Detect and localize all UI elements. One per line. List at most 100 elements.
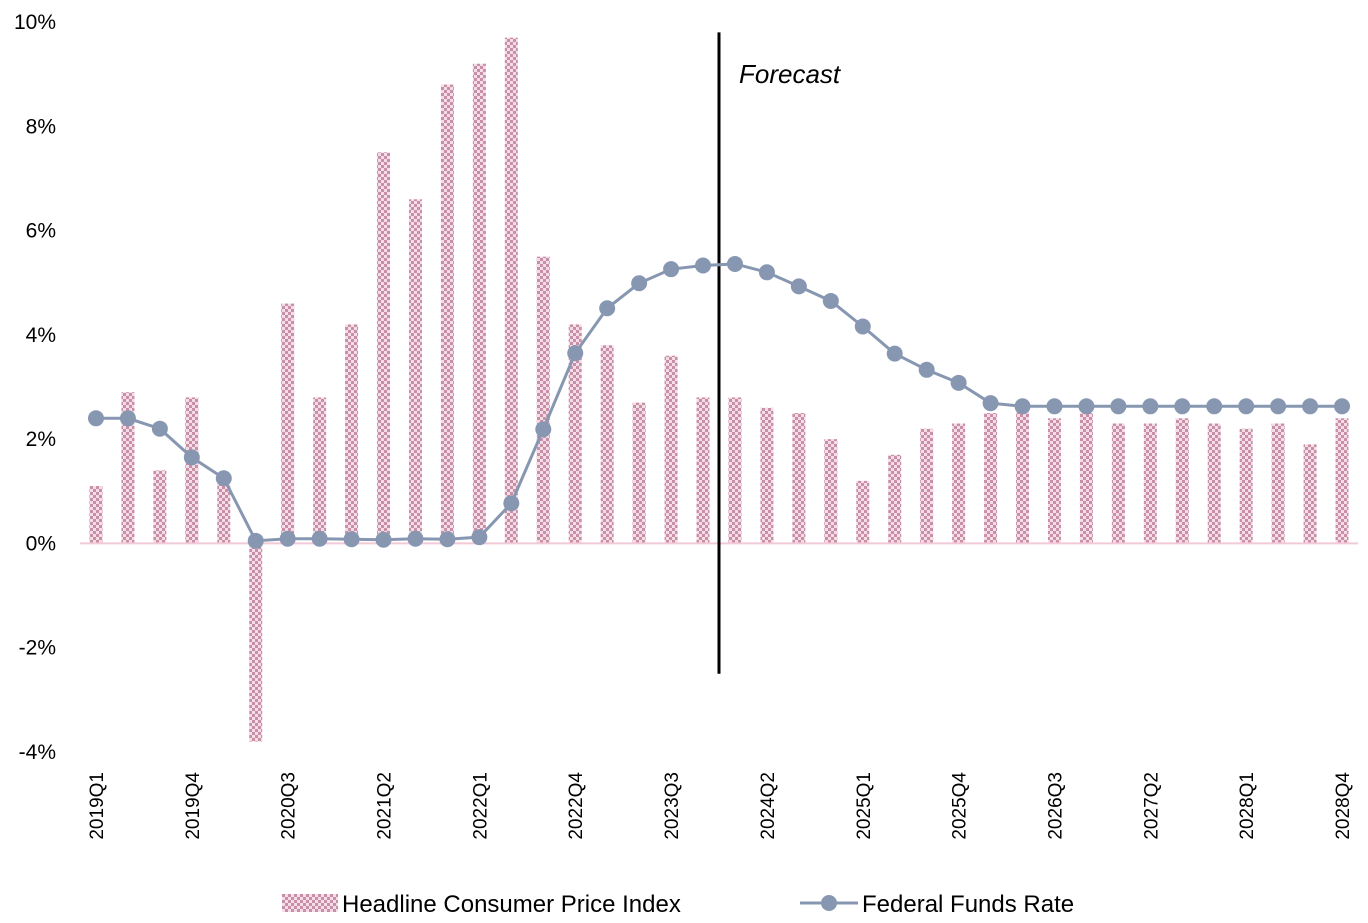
y-tick-label: -4% [19,741,56,764]
cpi-bar [1111,423,1125,544]
x-tick-label: 2021Q2 [375,772,396,840]
x-tick-label: 2026Q3 [1045,772,1066,840]
y-tick-label: 6% [26,220,56,243]
x-tick-label: 2025Q1 [854,772,875,840]
cpi-bar [472,63,486,544]
cpi-bar [281,303,295,544]
x-tick-label: 2023Q3 [662,772,683,840]
fed-funds-point [247,532,264,549]
cpi-bar [1016,407,1030,544]
fed-funds-point [471,529,488,546]
fed-funds-point [854,318,871,335]
cpi-bar [217,480,231,544]
fed-funds-point [119,410,136,427]
fed-funds-point [822,292,839,309]
x-tick-label: 2024Q2 [758,772,779,840]
forecast-divider-group: Forecast [717,32,842,674]
y-tick-label: 4% [26,324,56,347]
cpi-bar [792,413,806,544]
cpi-bar [824,439,838,544]
cpi-bar [728,397,742,544]
fed-funds-point [1302,398,1319,415]
cpi-bar [984,413,998,544]
cpi-bars [89,37,1349,742]
x-tick-label: 2019Q1 [87,772,108,840]
fed-funds-point [1142,398,1159,415]
fed-funds-point [790,278,807,295]
x-tick-label: 2022Q4 [566,772,587,840]
cpi-bar [408,199,422,544]
fed-funds-point [1206,398,1223,415]
x-tick-label: 2020Q3 [279,772,300,840]
fed-funds-point [663,261,680,278]
chart-legend: Headline Consumer Price Index Federal Fun… [282,891,1074,918]
x-tick-label: 2019Q4 [183,772,204,840]
cpi-bar [153,470,167,544]
cpi-bar [856,480,870,544]
fed-funds-point [151,420,168,437]
fed-funds-point [1046,398,1063,415]
fed-funds-point [726,255,743,272]
cpi-bar [664,355,678,544]
x-tick-label: 2025Q4 [950,772,971,840]
cpi-bar [249,543,263,742]
cpi-bar [1207,423,1221,544]
cpi-bar [568,324,582,544]
cpi-bar [89,486,103,544]
fed-funds-point [599,300,616,317]
fed-funds-point [311,530,328,547]
cpi-bar [1239,428,1253,544]
cpi-bar [1175,418,1189,544]
fed-funds-point [535,421,552,438]
legend-label-fed-funds: Federal Funds Rate [862,891,1074,918]
cpi-bar [345,324,359,544]
cpi-bar [600,345,614,544]
fed-funds-point [407,530,424,547]
y-tick-label: 10% [14,11,56,34]
x-axis-tick-labels: 2019Q1 2019Q4 2020Q3 2021Q2 2022Q1 2022Q4 2023… [87,772,1354,840]
fed-funds-point [183,449,200,466]
cpi-bar [952,423,966,544]
legend-swatch-marker [821,895,837,911]
fed-funds-point [375,531,392,548]
cpi-bar [1047,418,1061,544]
cpi-bar [440,84,454,544]
cpi-bar [1271,423,1285,544]
fed-funds-point [1270,398,1287,415]
legend-label-cpi: Headline Consumer Price Index [342,891,681,918]
fed-funds-point [1110,398,1127,415]
x-tick-label: 2028Q1 [1237,772,1258,840]
cpi-bar [760,407,774,544]
fed-funds-point [695,257,712,274]
fed-funds-point [439,531,456,548]
cpi-bar [536,256,550,544]
y-tick-label: 8% [26,115,56,138]
cpi-bar [185,397,199,544]
fed-funds-point [215,470,232,487]
fed-funds-point [343,531,360,548]
cpi-bar [920,428,934,544]
fed-funds-point [886,345,903,362]
x-tick-label: 2028Q4 [1333,772,1354,840]
cpi-bar [696,397,710,544]
fed-funds-line-group [87,255,1351,549]
y-tick-label: -2% [19,637,56,660]
cpi-bar [1079,413,1093,544]
cpi-bar [313,397,327,544]
cpi-bar [888,454,902,544]
y-axis-tick-labels: 10% 8% 6% 4% 2% 0% -2% -4% [14,11,56,764]
fed-funds-point [918,361,935,378]
cpi-bar [1303,444,1317,544]
fed-funds-point [758,264,775,281]
fed-funds-point [1014,398,1031,415]
fed-funds-line [95,262,1343,543]
cpi-bar [632,402,646,544]
cpi-bar [121,392,135,544]
fed-funds-point [1334,398,1351,415]
cpi-bar [377,152,391,544]
fed-funds-point [631,275,648,292]
fed-funds-point [1078,398,1095,415]
x-tick-label: 2022Q1 [470,772,491,840]
fed-funds-point [279,530,296,547]
